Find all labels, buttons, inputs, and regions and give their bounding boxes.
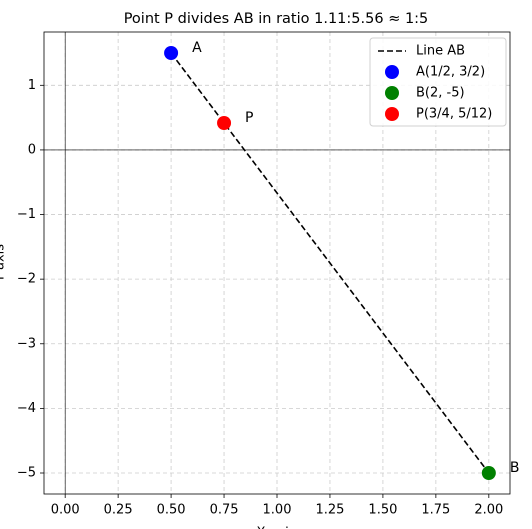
x-tick-label: 1.50 [368,503,397,518]
x-axis-label: X axis [256,526,295,529]
x-tick-label: 2.00 [474,503,503,518]
y-axis-label: Y axis [0,244,8,283]
point-label: P [245,110,253,126]
x-tick-label: 0.00 [51,503,80,518]
x-tick-label: 1.00 [263,503,292,518]
y-tick-label: −1 [17,207,36,222]
y-tick-label: 1 [28,78,36,93]
x-tick-label: 0.50 [157,503,186,518]
y-tick-label: −3 [17,336,36,351]
legend-swatch [385,86,399,100]
legend-label: P(3/4, 5/12) [416,107,492,122]
y-tick-label: 0 [28,142,36,157]
y-tick-label: −5 [17,466,36,481]
legend-label: A(1/2, 3/2) [416,65,485,80]
y-tick-label: −4 [17,401,36,416]
x-tick-label: 1.25 [315,503,344,518]
chart-title: Point P divides AB in ratio 1.11:5.56 ≈ … [124,11,429,27]
point [164,46,179,60]
legend-label: Line AB [416,44,465,59]
point-label: B [510,460,520,476]
x-tick-label: 0.75 [210,503,239,518]
y-tick-label: −2 [17,272,36,287]
legend-box [369,37,507,127]
point [217,116,232,130]
legend-swatch [385,65,399,79]
line-ab [170,52,490,474]
x-tick-label: 1.75 [421,503,450,518]
x-tick-label: 0.25 [104,503,133,518]
point [481,466,496,480]
point-label: A [192,40,202,56]
plot-frame [43,31,511,495]
legend-swatch [385,107,399,121]
legend-label: B(2, -5) [416,86,465,101]
